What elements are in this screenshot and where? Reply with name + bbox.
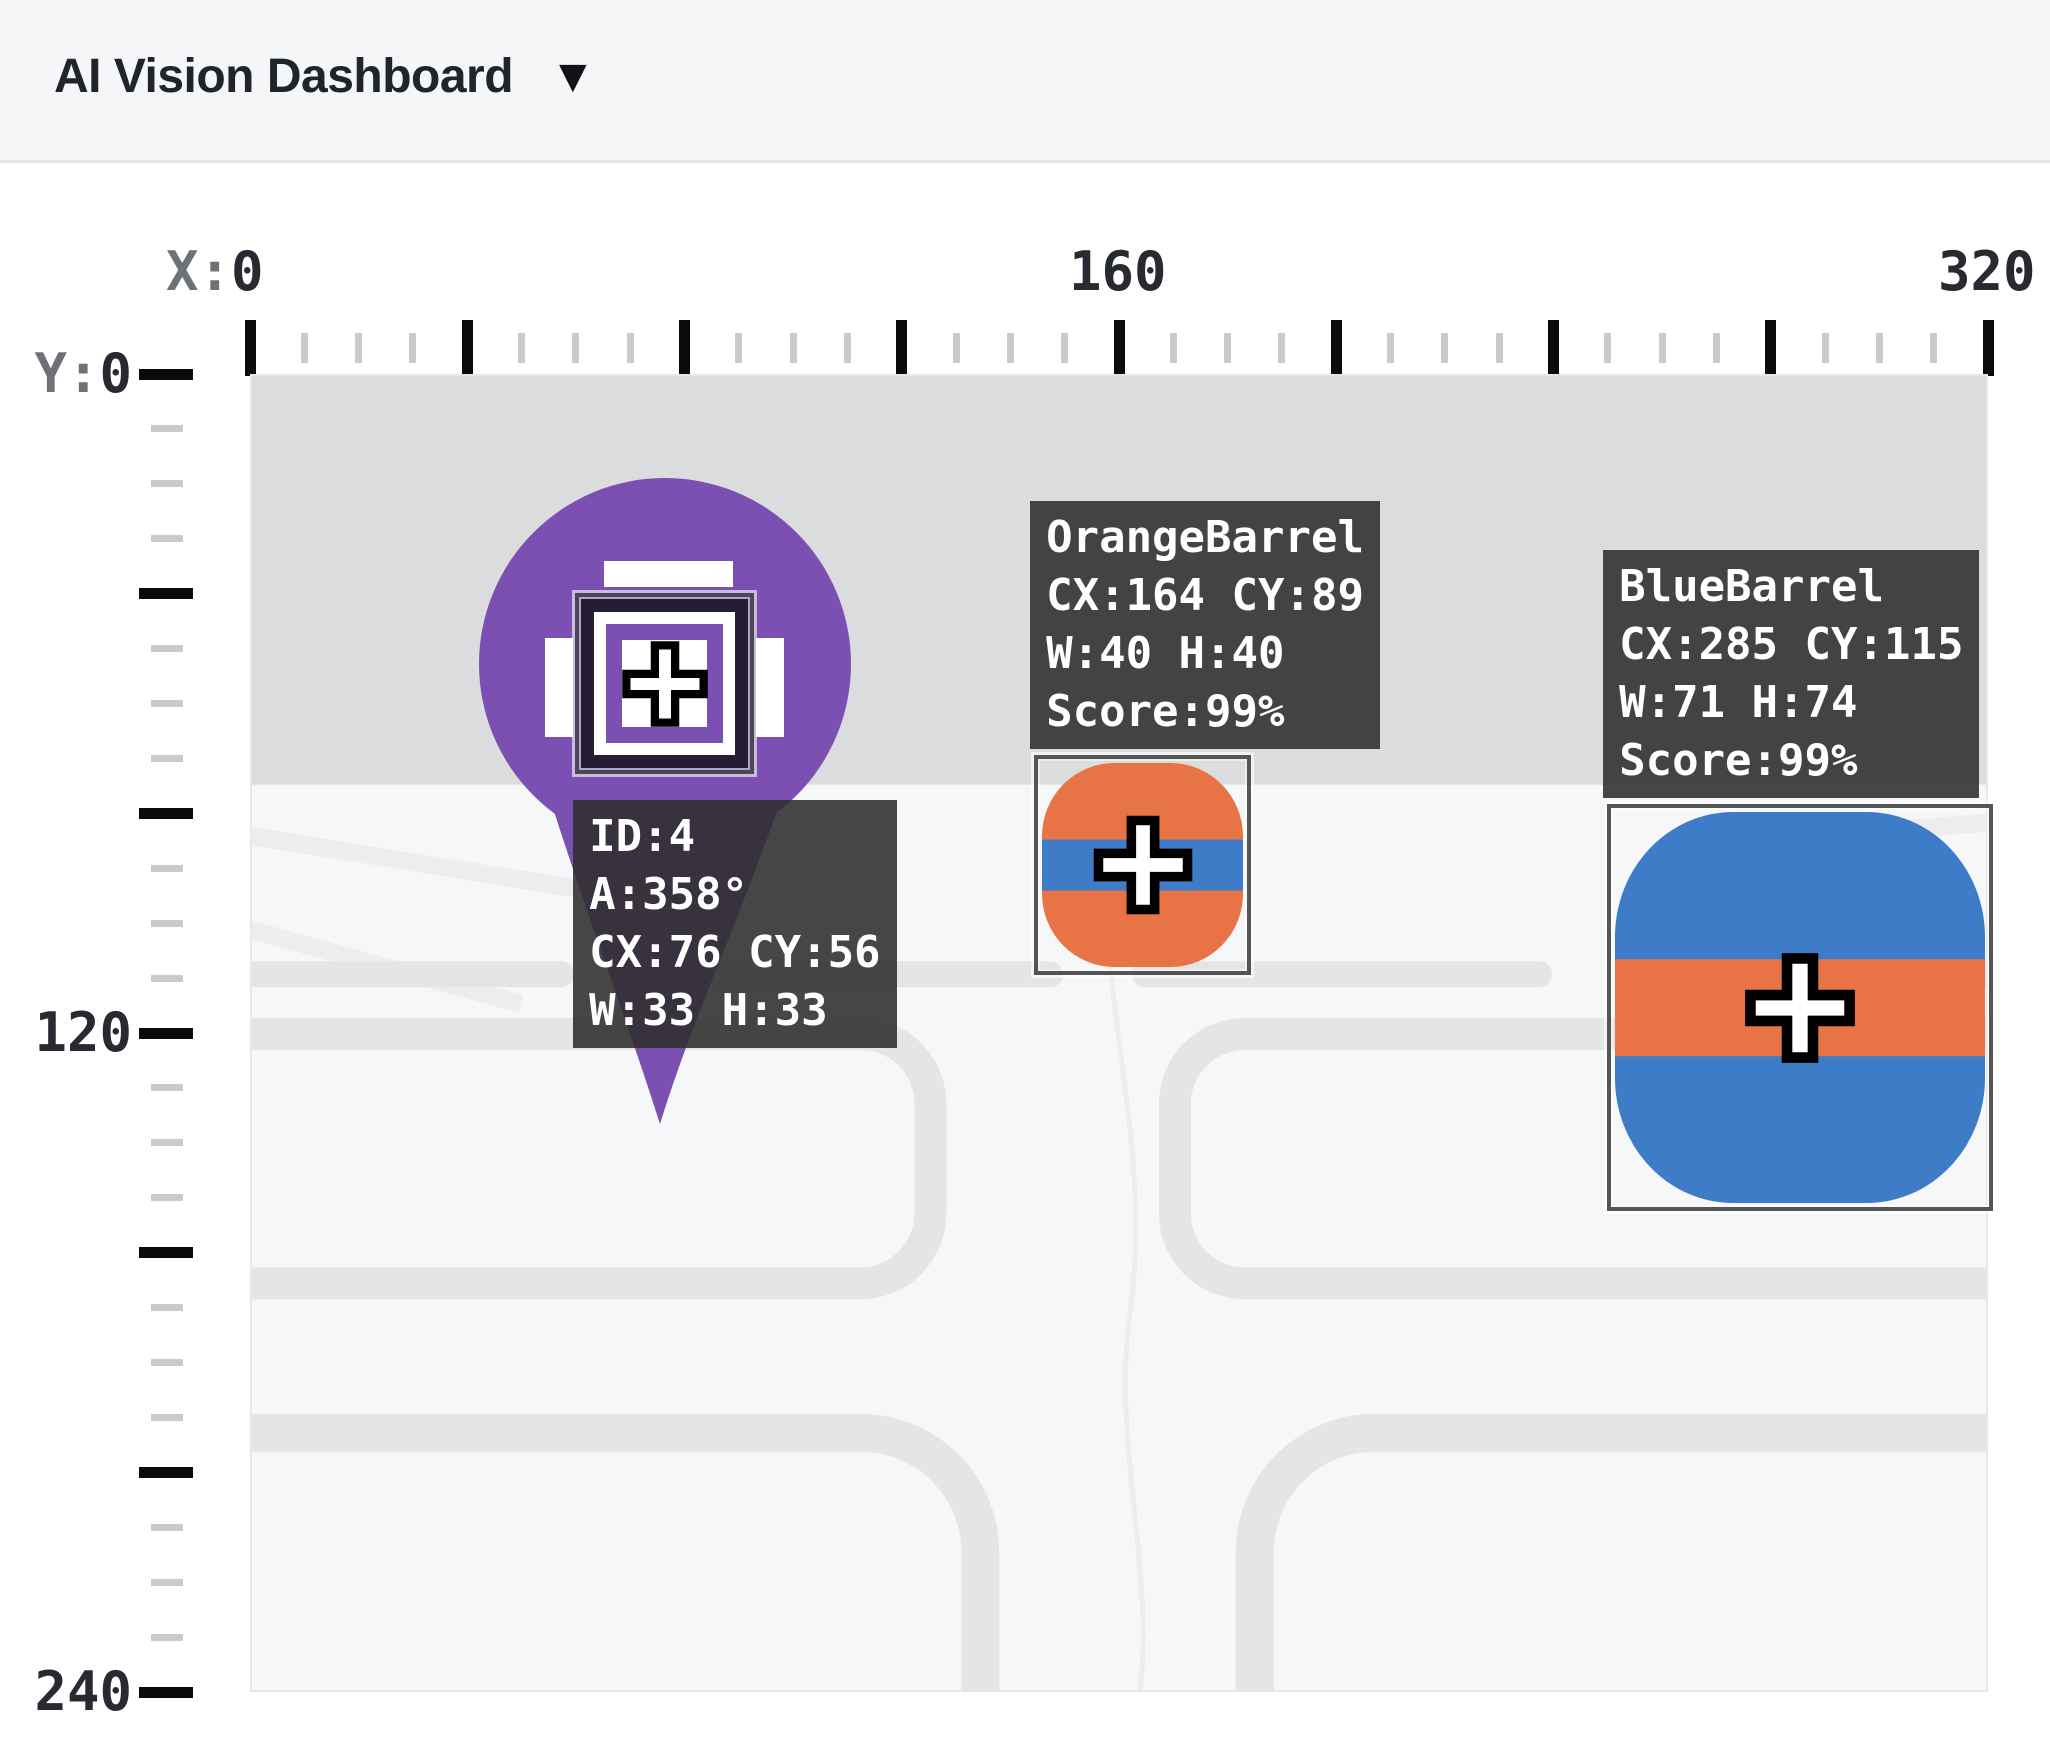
- header-bar: AI Vision Dashboard ▼: [0, 0, 2050, 163]
- y-ruler-tick: [151, 1413, 183, 1421]
- x-ruler-tick: [896, 320, 908, 376]
- y-axis-origin-label: Y:0: [34, 342, 132, 405]
- y-ruler-tick: [151, 425, 183, 433]
- x-ruler-tick: [1441, 333, 1449, 363]
- robot-heading-bar: [604, 560, 734, 587]
- y-axis-end-label: 240: [34, 1660, 132, 1723]
- detection-label-line: OrangeBarrel: [1046, 511, 1364, 563]
- x-ruler-tick: [735, 333, 743, 363]
- x-ruler-tick: [1875, 333, 1883, 363]
- detection-label-line: ID:4: [589, 811, 696, 863]
- detection-label-line: BlueBarrel: [1619, 561, 1884, 613]
- x-ruler-tick: [1658, 333, 1666, 363]
- detection-label-orange-barrel: OrangeBarrel CX:164 CY:89 W:40 H:40 Score:9…: [1030, 500, 1380, 749]
- detection-label-line: CX:285 CY:115: [1619, 619, 1964, 671]
- dashboard-title-menu[interactable]: AI Vision Dashboard ▼: [54, 49, 587, 112]
- x-ruler-tick: [1548, 320, 1559, 376]
- detection-box-blue-barrel: [1607, 804, 1993, 1211]
- robot-right-wheel: [756, 637, 785, 738]
- detection-label-line: W:71 H:74: [1619, 677, 1858, 729]
- x-ruler-tick: [1169, 333, 1177, 363]
- x-axis-origin-label: X:0: [166, 240, 264, 303]
- y-ruler-tick: [151, 1304, 183, 1312]
- y-ruler-tick: [151, 700, 183, 707]
- y-ruler-tick: [139, 1686, 193, 1698]
- x-ruler-tick: [1495, 333, 1503, 363]
- y-ruler-tick: [151, 645, 183, 653]
- detection-label-line: W:33 H:33: [589, 985, 828, 1037]
- x-ruler-tick: [679, 320, 690, 376]
- robot-left-wheel: [545, 637, 574, 738]
- center-crosshair-icon: [621, 640, 708, 727]
- y-ruler-tick: [139, 588, 193, 600]
- x-ruler-tick: [409, 333, 417, 363]
- x-ruler-tick: [1113, 320, 1125, 376]
- x-ruler-tick: [1765, 320, 1777, 376]
- x-ruler-tick: [1930, 333, 1938, 363]
- detection-label-line: A:358°: [589, 869, 749, 921]
- x-ruler-tick: [244, 320, 256, 376]
- y-ruler-tick: [151, 1523, 183, 1531]
- camera-view: ID:4 A:358° CX:76 CY:56 W:33 H:33 OrangeBar…: [250, 374, 1993, 1692]
- x-ruler-tick: [1821, 333, 1829, 363]
- y-ruler-tick: [151, 1359, 183, 1366]
- y-ruler-tick: [151, 1578, 183, 1586]
- x-ruler-tick: [1982, 320, 1994, 376]
- detection-label-line: CX:164 CY:89: [1046, 569, 1364, 621]
- y-ruler-tick: [151, 974, 183, 982]
- y-ruler-tick: [151, 1633, 183, 1641]
- x-ruler-tick: [1604, 333, 1612, 363]
- detection-label-blue-barrel: BlueBarrel CX:285 CY:115 W:71 H:74 Score:99…: [1603, 550, 1980, 799]
- y-ruler-tick: [151, 919, 183, 927]
- x-ruler-tick: [518, 333, 526, 363]
- detection-label-line: CX:76 CY:56: [589, 927, 881, 979]
- x-ruler-tick: [1224, 333, 1232, 363]
- y-ruler-tick: [139, 368, 193, 380]
- x-ruler-tick: [789, 333, 797, 363]
- y-ruler-tick: [151, 1194, 183, 1202]
- y-ruler-tick: [139, 1466, 193, 1478]
- detection-box-robot: [545, 560, 785, 775]
- x-ruler-tick: [572, 333, 580, 363]
- x-ruler-tick: [626, 333, 634, 363]
- page-title: AI Vision Dashboard: [54, 49, 514, 103]
- y-ruler-tick: [151, 754, 183, 762]
- x-ruler-tick: [1006, 333, 1014, 363]
- y-ruler-tick: [139, 807, 193, 819]
- y-ruler-tick: [151, 535, 183, 543]
- x-ruler-tick: [1278, 333, 1286, 363]
- detection-label-robot: ID:4 A:358° CX:76 CY:56 W:33 H:33: [573, 800, 897, 1049]
- y-ruler-tick: [139, 1027, 193, 1039]
- center-crosshair-icon: [1745, 952, 1855, 1063]
- center-crosshair-icon: [1093, 815, 1193, 915]
- detection-label-line: Score:99%: [1046, 685, 1285, 737]
- x-ruler-tick: [952, 333, 960, 363]
- x-ruler-tick: [461, 320, 473, 376]
- x-ruler-tick: [1330, 320, 1342, 376]
- y-ruler-tick: [151, 864, 183, 872]
- x-ruler-tick: [300, 333, 308, 363]
- x-axis-end-label: 320: [1938, 240, 2036, 303]
- chevron-down-icon[interactable]: ▼: [559, 55, 587, 97]
- detection-label-line: W:40 H:40: [1046, 627, 1285, 679]
- detection-label-line: Score:99%: [1619, 735, 1858, 787]
- y-ruler-tick: [151, 480, 183, 488]
- x-ruler-tick: [355, 333, 363, 363]
- x-ruler-tick: [843, 333, 851, 363]
- y-ruler-tick: [151, 1139, 183, 1147]
- x-ruler-tick: [1387, 333, 1395, 363]
- y-ruler-tick: [151, 1084, 183, 1092]
- y-ruler-tick: [139, 1247, 193, 1259]
- x-ruler-tick: [1712, 333, 1720, 363]
- y-axis-mid-label: 120: [34, 1001, 132, 1064]
- x-axis-mid-label: 160: [1069, 240, 1167, 303]
- detection-box-orange-barrel: [1034, 754, 1252, 975]
- x-ruler-tick: [1061, 333, 1069, 363]
